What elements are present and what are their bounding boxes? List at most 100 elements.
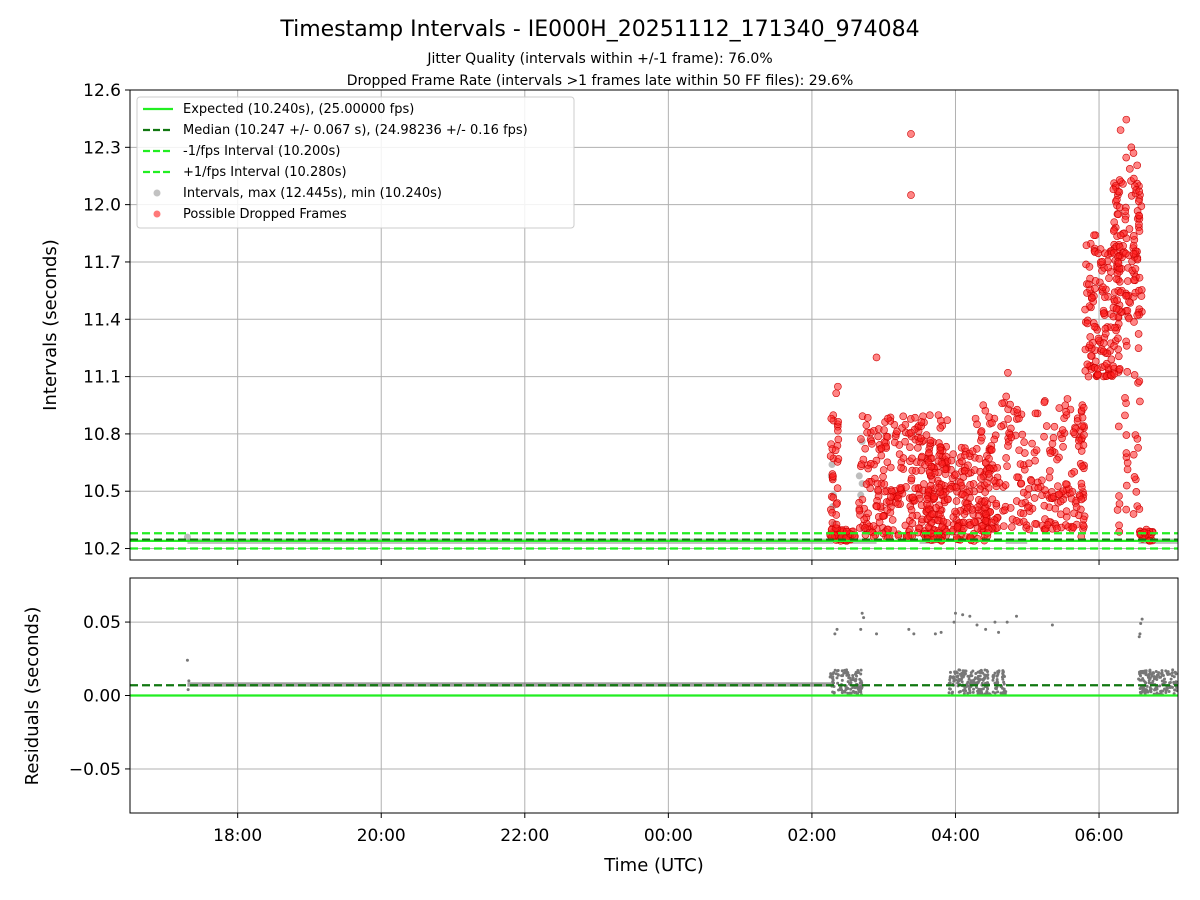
dropped-frame-point: [934, 411, 943, 419]
dropped-frame-point: [1048, 439, 1057, 448]
legend-label: Expected (10.240s), (25.00000 fps): [183, 102, 414, 117]
top-y-tick-label: 12.0: [83, 196, 121, 216]
residual-point: [953, 611, 957, 615]
dropped-frame-point: [1101, 324, 1110, 333]
residual-point: [1167, 689, 1171, 693]
dropped-frame-point: [1123, 368, 1132, 376]
residual-point: [983, 673, 987, 677]
dropped-frame-point: [956, 478, 965, 487]
residual-point: [838, 687, 842, 691]
dropped-frame-point: [952, 470, 960, 479]
dropped-frame-point: [914, 444, 922, 452]
residual-point: [993, 620, 997, 624]
dropped-frame-point: [826, 452, 835, 460]
dropped-frame-point: [1006, 504, 1015, 512]
dropped-frame-point: [1015, 446, 1023, 455]
dropped-frame-point: [975, 454, 984, 463]
residual-point: [981, 678, 985, 682]
dropped-frame-point: [1115, 176, 1124, 184]
dropped-frame-point: [1115, 492, 1123, 500]
dropped-frame-point: [978, 433, 986, 442]
dropped-frame-point: [1133, 161, 1141, 170]
residual-point: [1144, 669, 1148, 673]
dropped-frame-point: [875, 518, 884, 527]
residual-point: [962, 691, 966, 695]
dropped-frame-point: [944, 495, 952, 504]
dropped-frame-point: [1045, 473, 1054, 482]
dropped-frame-point: [961, 444, 969, 453]
residual-point: [968, 614, 972, 618]
dropped-frame-point: [880, 426, 888, 434]
dropped-frame-point: [1002, 392, 1011, 401]
dropped-frame-point: [877, 444, 886, 453]
dropped-frame-point: [1135, 187, 1144, 196]
dropped-frame-point: [1051, 504, 1060, 513]
dropped-frame-point: [906, 443, 914, 451]
dropped-frame-point: [1028, 439, 1036, 448]
dropped-frame-point: [1114, 334, 1122, 343]
dropped-frame-point: [990, 435, 999, 444]
residual-point: [992, 674, 996, 678]
residual-point: [1002, 687, 1006, 691]
dropped-frame-point: [1122, 292, 1130, 300]
residual-point: [983, 668, 987, 672]
dropped-frame-point: [1102, 359, 1111, 368]
dropped-frame-point: [952, 497, 961, 505]
dropped-frame-point: [879, 512, 887, 520]
dropped-frame-point: [1043, 520, 1052, 529]
dropped-frame-point: [1129, 249, 1138, 258]
dropped-frame-point: [1055, 490, 1063, 498]
dropped-frame-point: [1007, 424, 1015, 433]
dropped-frame-point: [834, 382, 842, 391]
top-y-tick-label: 11.7: [83, 253, 121, 273]
dropped-frame-point: [1084, 372, 1093, 381]
dropped-frame-point: [1135, 273, 1144, 282]
dropped-frame-point: [1114, 259, 1123, 268]
residual-point: [1149, 690, 1153, 694]
dropped-frame-point: [977, 474, 985, 482]
dropped-frame-point: [1116, 288, 1125, 297]
dropped-frame-point: [869, 522, 878, 530]
residual-point: [832, 681, 836, 685]
dropped-frame-point: [1121, 394, 1129, 402]
residual-point: [995, 678, 999, 682]
residual-point: [1174, 680, 1178, 684]
dropped-frame-point: [832, 520, 841, 529]
dropped-frame-point: [936, 424, 945, 432]
residual-point: [1157, 671, 1161, 675]
residual-point: [956, 681, 960, 685]
dropped-frame-point: [1101, 249, 1109, 258]
dropped-frame-point: [1122, 153, 1131, 162]
dropped-frame-point: [868, 440, 876, 448]
residual-point: [948, 687, 952, 691]
residual-point: [964, 689, 968, 693]
dropped-frame-point: [912, 467, 920, 475]
chart-subtitle-dropped: Dropped Frame Rate (intervals >1 frames …: [347, 73, 854, 89]
dropped-frame-point: [1053, 455, 1061, 464]
legend-marker: [153, 189, 161, 197]
dropped-frame-point: [911, 484, 920, 493]
residual-point: [1161, 689, 1165, 693]
residual-point: [1160, 679, 1164, 683]
dropped-frame-point: [857, 435, 865, 443]
dropped-frame-point: [1057, 510, 1065, 519]
residual-point: [831, 672, 835, 676]
residual-point: [859, 627, 863, 631]
dropped-frame-point: [886, 508, 895, 517]
residual-point: [852, 690, 856, 694]
residual-point: [996, 672, 1000, 676]
dropped-frame-point: [1099, 347, 1108, 356]
dropped-frame-point: [1040, 501, 1049, 510]
dropped-frame-point: [1031, 520, 1039, 528]
dropped-frame-point: [833, 484, 842, 493]
dropped-frame-point: [834, 426, 842, 435]
residual-point: [948, 678, 952, 682]
dropped-frame-point: [1080, 431, 1088, 439]
residual-point: [846, 680, 850, 684]
residual-point: [185, 658, 189, 662]
dropped-frame-point: [1099, 309, 1108, 318]
residual-point: [835, 627, 839, 631]
residual-point: [844, 687, 848, 691]
residual-point: [851, 673, 855, 677]
residual-point: [973, 676, 977, 680]
